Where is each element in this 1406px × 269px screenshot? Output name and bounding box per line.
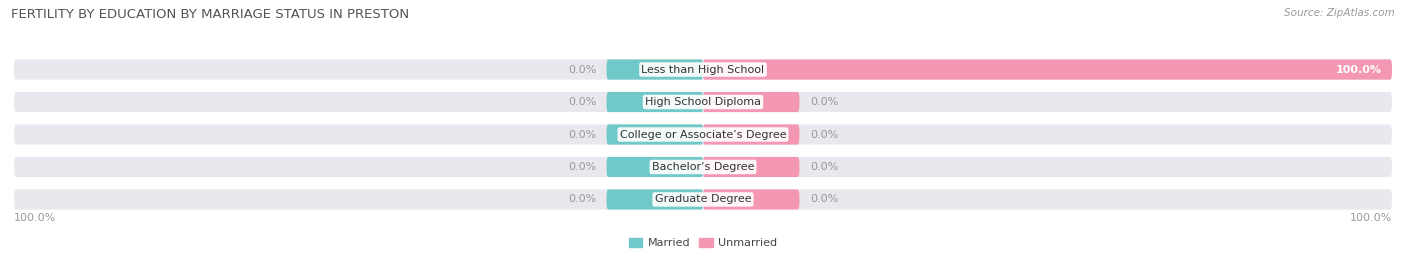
Text: 100.0%: 100.0% bbox=[14, 213, 56, 223]
FancyBboxPatch shape bbox=[14, 59, 1392, 80]
FancyBboxPatch shape bbox=[606, 157, 703, 177]
Text: 100.0%: 100.0% bbox=[1350, 213, 1392, 223]
FancyBboxPatch shape bbox=[703, 125, 800, 144]
FancyBboxPatch shape bbox=[703, 92, 800, 112]
Text: College or Associate’s Degree: College or Associate’s Degree bbox=[620, 129, 786, 140]
Text: 0.0%: 0.0% bbox=[568, 194, 596, 204]
FancyBboxPatch shape bbox=[14, 125, 1392, 144]
Text: 0.0%: 0.0% bbox=[810, 194, 838, 204]
Text: 0.0%: 0.0% bbox=[568, 129, 596, 140]
Text: 100.0%: 100.0% bbox=[1336, 65, 1382, 75]
Text: FERTILITY BY EDUCATION BY MARRIAGE STATUS IN PRESTON: FERTILITY BY EDUCATION BY MARRIAGE STATU… bbox=[11, 8, 409, 21]
Text: 0.0%: 0.0% bbox=[810, 129, 838, 140]
FancyBboxPatch shape bbox=[703, 189, 800, 210]
FancyBboxPatch shape bbox=[14, 92, 1392, 112]
FancyBboxPatch shape bbox=[606, 59, 703, 80]
Text: 0.0%: 0.0% bbox=[568, 97, 596, 107]
Text: 0.0%: 0.0% bbox=[810, 162, 838, 172]
Legend: Married, Unmarried: Married, Unmarried bbox=[624, 233, 782, 253]
FancyBboxPatch shape bbox=[14, 189, 1392, 210]
FancyBboxPatch shape bbox=[606, 125, 703, 144]
Text: Source: ZipAtlas.com: Source: ZipAtlas.com bbox=[1284, 8, 1395, 18]
Text: 0.0%: 0.0% bbox=[568, 65, 596, 75]
FancyBboxPatch shape bbox=[606, 189, 703, 210]
Text: 0.0%: 0.0% bbox=[810, 97, 838, 107]
FancyBboxPatch shape bbox=[606, 92, 703, 112]
Text: Less than High School: Less than High School bbox=[641, 65, 765, 75]
FancyBboxPatch shape bbox=[14, 157, 1392, 177]
Text: Graduate Degree: Graduate Degree bbox=[655, 194, 751, 204]
Text: Bachelor’s Degree: Bachelor’s Degree bbox=[652, 162, 754, 172]
FancyBboxPatch shape bbox=[703, 157, 800, 177]
Text: 0.0%: 0.0% bbox=[568, 162, 596, 172]
FancyBboxPatch shape bbox=[703, 59, 1392, 80]
Text: High School Diploma: High School Diploma bbox=[645, 97, 761, 107]
